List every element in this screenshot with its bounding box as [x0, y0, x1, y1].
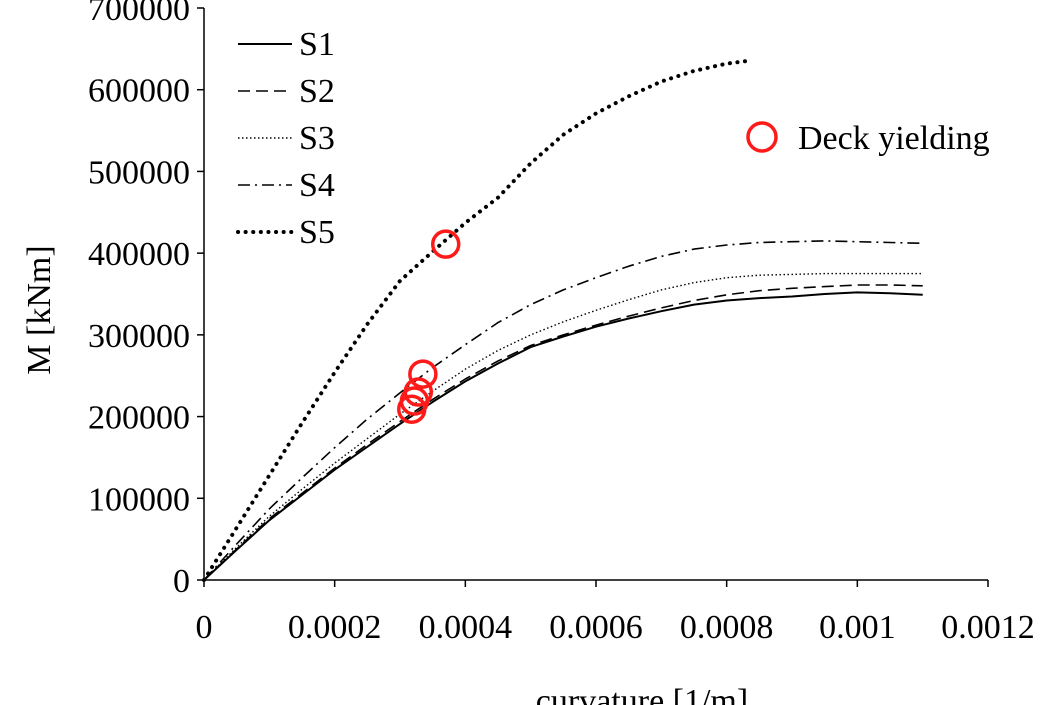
series-line-s4 [203, 240, 923, 581]
series-layer [202, 59, 923, 582]
x-tick-label: 0.0004 [419, 609, 513, 646]
y-tick-label: 500000 [88, 154, 190, 191]
legend-label-s4: S4 [299, 167, 335, 204]
marker-legend: Deck yielding [746, 120, 990, 157]
x-tick-label: 0.0008 [680, 609, 774, 646]
legend-label-s3: S3 [299, 120, 335, 157]
series-line-s1 [203, 291, 923, 581]
deck-yielding-point [408, 359, 438, 389]
deck-yielding-markers [397, 229, 461, 424]
deck-yielding-point [430, 229, 461, 259]
deck-yielding-point [397, 394, 427, 424]
legend-label-s2: S2 [299, 73, 335, 110]
x-tick-label: 0.0006 [549, 609, 643, 646]
legend: S1 S2 S3 S4 S5 [236, 26, 335, 251]
x-tick-label: 0.0012 [941, 609, 1035, 646]
marker-legend-label: Deck yielding [798, 120, 990, 157]
x-axis-title: curvature [1/m] [536, 683, 748, 705]
marker-legend-symbol [746, 121, 778, 153]
x-tick-label: 0.001 [819, 609, 896, 646]
series-line-s3 [203, 272, 923, 581]
legend-label-s5: S5 [299, 214, 335, 251]
x-tick-label: 0.0002 [288, 609, 382, 646]
y-axis-title: M [kNm] [21, 245, 58, 374]
y-tick-label: 100000 [88, 481, 190, 518]
y-tick-label: 0 [173, 563, 190, 600]
y-tick-label: 200000 [88, 400, 190, 437]
series-line-s5 [202, 59, 749, 582]
y-tick-label: 300000 [88, 318, 190, 355]
y-tick-label: 400000 [88, 236, 190, 273]
y-tick-label: 600000 [88, 73, 190, 110]
x-tick-label: 0 [196, 609, 213, 646]
axes: 0 0.0002 0.0004 0.0006 0.0008 0.001 0.0012 0 100… [88, 0, 1035, 646]
y-tick-label: 700000 [88, 0, 190, 28]
series-line-s2 [203, 284, 923, 581]
legend-label-s1: S1 [299, 26, 335, 63]
